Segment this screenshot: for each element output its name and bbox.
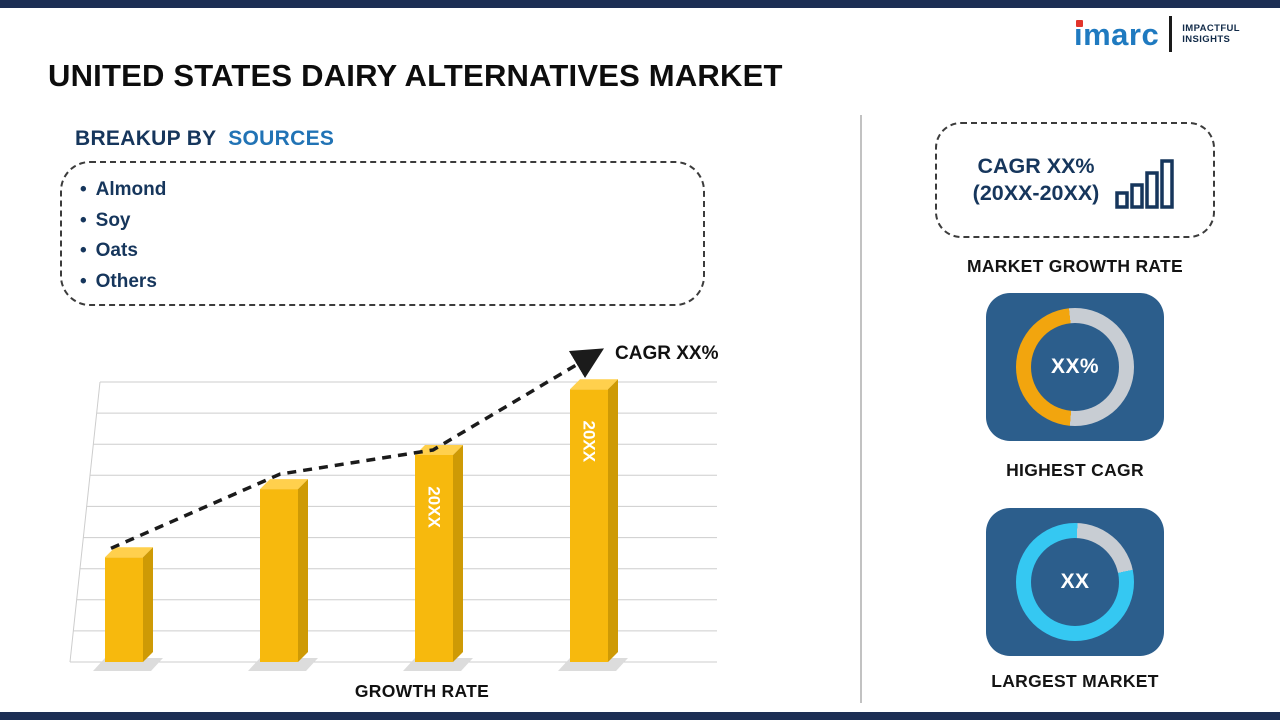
section-divider bbox=[860, 115, 862, 703]
highest-cagr-card: XX% bbox=[986, 293, 1164, 441]
market-growth-rate-label: MARKET GROWTH RATE bbox=[966, 256, 1184, 276]
highest-cagr-donut: XX% bbox=[1016, 308, 1134, 426]
list-item: • Soy bbox=[80, 206, 703, 237]
breakup-heading-prefix: BREAKUP BY bbox=[75, 127, 217, 150]
cagr-value: CAGR XX% bbox=[977, 154, 1095, 178]
logo-text: imarc bbox=[1073, 16, 1160, 52]
breakup-heading: BREAKUP BY SOURCES bbox=[75, 127, 334, 151]
svg-text:20XX: 20XX bbox=[580, 421, 599, 463]
logo-accent-icon bbox=[1075, 19, 1083, 27]
list-item-label: Oats bbox=[95, 240, 138, 261]
list-item-label: Almond bbox=[95, 179, 167, 200]
sources-list: • Almond • Soy • Oats • Others bbox=[62, 163, 703, 297]
bullet-icon: • bbox=[80, 209, 87, 231]
growth-bar-chart: 20XX 20XX CAGR XX% bbox=[65, 340, 755, 685]
cagr-trend-label: CAGR XX% bbox=[615, 343, 719, 364]
bottom-border bbox=[0, 712, 1280, 720]
list-item: • Almond bbox=[80, 175, 703, 206]
largest-market-label: LARGEST MARKET bbox=[991, 671, 1159, 691]
logo-tagline-line1: IMPACTFUL bbox=[1182, 23, 1240, 34]
page-title: UNITED STATES DAIRY ALTERNATIVES MARKET bbox=[48, 58, 783, 93]
bar-chart-svg: 20XX 20XX bbox=[69, 348, 717, 671]
list-item: • Oats bbox=[80, 236, 703, 267]
largest-market-donut: XX bbox=[1016, 523, 1134, 641]
list-item-label: Soy bbox=[95, 209, 131, 231]
bar-chart-icon bbox=[1115, 159, 1175, 209]
highest-cagr-label: HIGHEST CAGR bbox=[1006, 460, 1144, 480]
x-axis-label: GROWTH RATE bbox=[354, 681, 490, 701]
largest-market-card: XX bbox=[986, 508, 1164, 656]
bullet-icon: • bbox=[80, 240, 87, 261]
bullet-icon: • bbox=[80, 179, 87, 200]
cagr-summary-box: CAGR XX% (20XX-20XX) bbox=[935, 122, 1215, 238]
logo-wordmark: imarc bbox=[1074, 19, 1159, 50]
top-border bbox=[0, 0, 1280, 8]
svg-text:20XX: 20XX bbox=[425, 486, 444, 528]
breakup-heading-highlight: SOURCES bbox=[228, 127, 335, 150]
logo-tagline: IMPACTFUL INSIGHTS bbox=[1182, 23, 1240, 45]
donut-value: XX% bbox=[1051, 355, 1099, 378]
logo-divider bbox=[1169, 16, 1173, 52]
imarc-logo: imarc IMPACTFUL INSIGHTS bbox=[1074, 16, 1240, 52]
cagr-summary-text: CAGR XX% (20XX-20XX) bbox=[973, 153, 1100, 207]
donut-value: XX bbox=[1060, 570, 1090, 593]
sources-list-box: • Almond • Soy • Oats • Others bbox=[60, 161, 705, 306]
bullet-icon: • bbox=[80, 270, 87, 292]
list-item-label: Others bbox=[95, 270, 157, 292]
cagr-period: (20XX-20XX) bbox=[972, 181, 1100, 205]
logo-tagline-line2: INSIGHTS bbox=[1182, 34, 1231, 45]
list-item: • Others bbox=[80, 267, 703, 298]
